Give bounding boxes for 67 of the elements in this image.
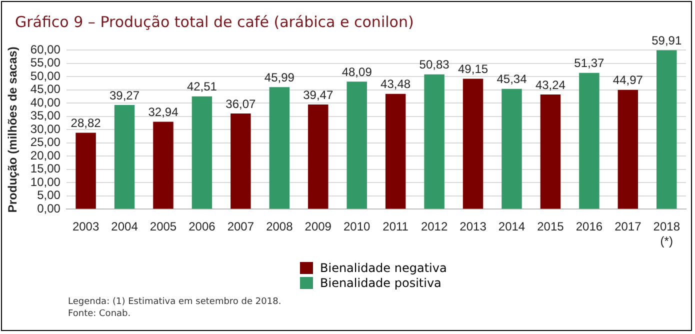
- data-label: 28,82: [70, 116, 102, 130]
- x-tick-label: 2017: [614, 220, 642, 234]
- x-tick-label: 2014: [498, 220, 526, 234]
- bar: [618, 90, 638, 209]
- y-tick-label: 0,00: [37, 202, 61, 216]
- y-tick-label: 10,00: [30, 174, 61, 189]
- bar: [579, 72, 600, 209]
- bar: [192, 96, 212, 209]
- y-tick-label: 45,00: [30, 82, 61, 96]
- y-tick-label: 25,00: [30, 135, 61, 150]
- x-tick-label: 2008: [266, 220, 294, 234]
- bar: [269, 87, 290, 209]
- bar: [230, 113, 251, 209]
- bar: [656, 50, 677, 209]
- bar: [76, 132, 96, 209]
- chart-title: Gráfico 9 – Produção total de café (arábica e conilon): [15, 13, 414, 31]
- bar: [424, 74, 444, 209]
- data-label: 45,99: [264, 70, 295, 84]
- bar: [346, 82, 367, 209]
- data-label: 49,15: [458, 62, 488, 76]
- bar: [153, 122, 174, 209]
- data-label: 51,37: [574, 56, 605, 70]
- legend-label: Bienalidade positiva: [320, 276, 442, 290]
- data-label: 43,48: [380, 77, 411, 92]
- y-tick-label: 30,00: [30, 122, 61, 136]
- data-label: 42,51: [186, 80, 218, 94]
- data-label: 43,24: [535, 78, 566, 92]
- data-label: 44,97: [612, 73, 644, 88]
- data-label: 45,34: [496, 72, 528, 86]
- data-label: 48,09: [342, 64, 372, 79]
- y-tick-label: 15,00: [30, 162, 61, 176]
- x-tick-label: 2007: [227, 220, 254, 234]
- data-label: 32,94: [148, 105, 179, 120]
- data-label: 36,07: [226, 96, 256, 111]
- bar: [462, 78, 484, 209]
- x-tick-label: 2010: [344, 220, 371, 234]
- legend-label: Bienalidade negativa: [320, 260, 447, 274]
- x-tick-label: 2018 (*): [653, 220, 680, 248]
- x-tick-label: 2009: [304, 220, 332, 234]
- bar: [502, 88, 522, 209]
- y-tick-label: 20,00: [30, 148, 61, 162]
- bar: [540, 94, 561, 209]
- source-note: Fonte: Conab.: [68, 308, 132, 320]
- data-label: 59,91: [652, 34, 682, 48]
- bar: [114, 105, 135, 209]
- x-tick-label: 2005: [150, 220, 177, 234]
- x-tick-label: 2004: [111, 220, 138, 234]
- y-tick-label: 35,00: [30, 108, 61, 123]
- text: Legenda: (1) Estimativa em setembro de 2018.: [68, 296, 282, 308]
- x-tick-label: 2016: [576, 220, 603, 234]
- x-tick-label: 2003: [72, 220, 100, 234]
- y-axis-title: Produção (milhões de sacas): [6, 46, 20, 213]
- x-tick-label: 2015: [537, 220, 564, 234]
- y-tick-label: 40,00: [30, 95, 61, 110]
- data-label: 39,47: [303, 88, 334, 102]
- y-tick-label: 5,00: [37, 188, 61, 202]
- x-tick-label: 2011: [382, 220, 409, 234]
- x-tick-label: 2013: [460, 220, 487, 234]
- x-tick-label: 2006: [188, 220, 216, 234]
- data-label: 39,27: [110, 88, 140, 102]
- bar: [385, 94, 406, 209]
- y-tick-label: 55,00: [30, 56, 61, 70]
- y-tick-label: 50,00: [30, 68, 61, 83]
- data-label: 50,83: [419, 58, 450, 72]
- bar: [308, 104, 328, 209]
- x-tick-label: 2012: [420, 220, 448, 234]
- y-tick-label: 60,00: [30, 42, 61, 56]
